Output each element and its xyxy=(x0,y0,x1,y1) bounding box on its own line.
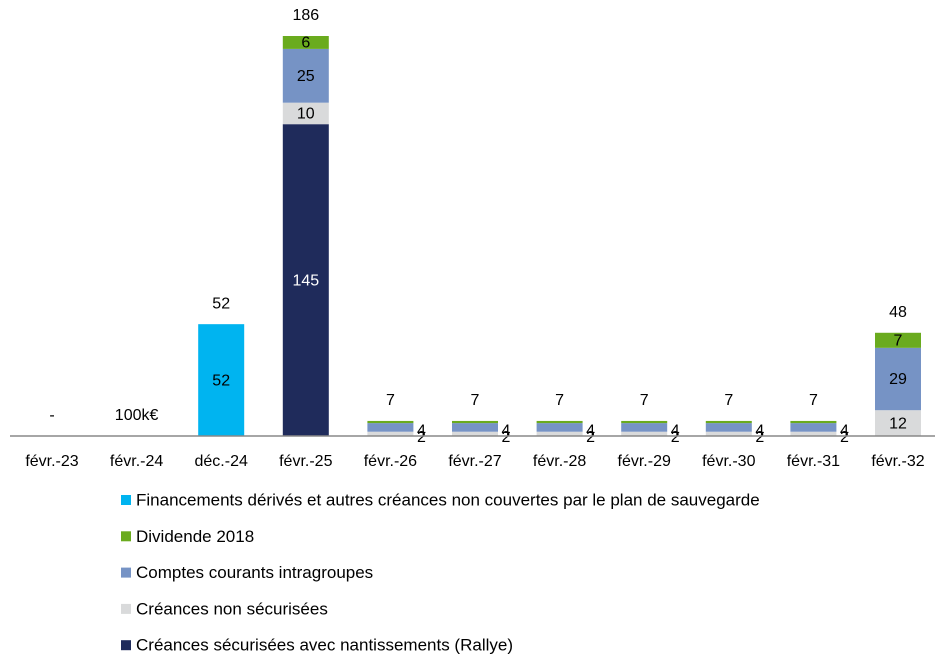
data-label: 2 xyxy=(755,429,764,446)
bar-segment xyxy=(705,420,752,424)
legend-swatch xyxy=(121,567,131,578)
bar-segment xyxy=(452,420,498,424)
legend-label: Financements dérivés et autres créances … xyxy=(136,490,760,509)
bar-segment xyxy=(452,423,498,432)
bar-segment xyxy=(536,423,583,432)
total-label: 7 xyxy=(386,392,395,409)
bar-segment xyxy=(875,332,921,348)
bar-segment xyxy=(621,423,668,432)
legend-label: Dividende 2018 xyxy=(136,527,254,546)
bar-segment xyxy=(367,423,414,432)
bar-segment xyxy=(198,324,245,436)
data-label: 2 xyxy=(840,429,849,446)
data-label: 4 xyxy=(840,423,849,440)
total-label: 7 xyxy=(809,392,818,409)
bar-segment xyxy=(536,420,583,424)
bar-segment xyxy=(282,36,329,49)
data-label: 4 xyxy=(755,423,764,440)
total-label: 7 xyxy=(640,392,649,409)
x-tick-label: févr.-32 xyxy=(871,453,924,470)
total-label: 48 xyxy=(889,304,907,321)
data-label: 29 xyxy=(889,371,907,388)
legend-label: Comptes courants intragroupes xyxy=(136,563,373,582)
total-label: 7 xyxy=(724,392,733,409)
data-label: 2 xyxy=(502,429,511,446)
data-label: 6 xyxy=(301,35,310,52)
legend-label: Créances non sécurisées xyxy=(136,599,328,618)
x-tick-label: févr.-23 xyxy=(25,453,78,470)
legend-swatch xyxy=(121,603,131,614)
data-label: 10 xyxy=(297,106,315,123)
x-tick-label: déc.-24 xyxy=(195,453,248,470)
bar-segment xyxy=(790,431,837,436)
total-label: 52 xyxy=(212,295,230,312)
x-tick-label: févr.-31 xyxy=(787,453,840,470)
data-label: 2 xyxy=(417,429,426,446)
x-tick-label: févr.-25 xyxy=(279,453,332,470)
total-label: 100k€ xyxy=(115,407,159,424)
x-tick-label: févr.-29 xyxy=(618,453,671,470)
x-tick-label: févr.-24 xyxy=(110,453,163,470)
x-tick-label: févr.-27 xyxy=(448,453,501,470)
bar-segment xyxy=(536,431,583,436)
data-label: 4 xyxy=(586,423,595,440)
data-label: 145 xyxy=(292,272,319,289)
bar-segment xyxy=(790,420,837,424)
data-label: 52 xyxy=(212,372,230,389)
total-label: 7 xyxy=(471,392,480,409)
legend-swatch xyxy=(121,640,131,651)
x-tick-label: févr.-28 xyxy=(533,453,586,470)
data-label: 12 xyxy=(889,415,907,432)
legend-label: Créances sécurisées avec nantissements (… xyxy=(136,636,513,655)
bar-segment xyxy=(875,410,921,436)
legend-swatch xyxy=(121,495,131,505)
legend-swatch xyxy=(121,531,131,542)
bar-segment xyxy=(621,431,668,436)
data-label: 4 xyxy=(417,423,426,440)
bar-segment xyxy=(367,431,414,436)
data-label: 2 xyxy=(671,429,680,446)
bar-segment xyxy=(282,48,329,103)
data-label: 25 xyxy=(297,68,315,85)
bar-segment xyxy=(705,431,752,436)
total-label: 7 xyxy=(555,392,564,409)
data-label: 7 xyxy=(894,333,903,350)
bar-segment xyxy=(621,420,668,424)
data-label: 4 xyxy=(502,423,511,440)
bar-segment xyxy=(790,423,837,432)
bar-segment xyxy=(452,431,498,436)
total-label: 186 xyxy=(292,7,319,24)
bar-segment xyxy=(875,347,921,411)
bar-segment xyxy=(282,124,329,436)
bar-segment xyxy=(282,102,329,125)
bar-segment xyxy=(367,420,414,424)
x-tick-label: févr.-30 xyxy=(702,453,755,470)
total-label: - xyxy=(49,407,54,424)
data-label: 4 xyxy=(671,423,680,440)
x-tick-label: févr.-26 xyxy=(364,453,417,470)
data-label: 2 xyxy=(586,429,595,446)
bar-segment xyxy=(705,423,752,432)
